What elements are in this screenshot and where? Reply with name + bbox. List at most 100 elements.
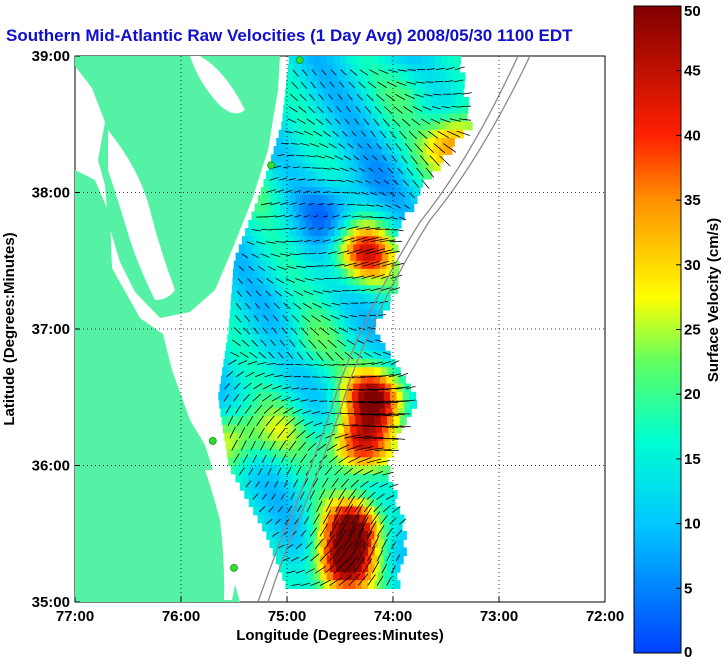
velocity-cell: [329, 416, 337, 426]
velocity-cell: [251, 228, 259, 237]
velocity-cell: [324, 219, 332, 229]
velocity-cell: [308, 228, 316, 237]
velocity-vector: [404, 143, 413, 152]
velocity-cell: [293, 522, 301, 532]
velocity-cell: [335, 375, 343, 385]
velocity-cell: [410, 195, 418, 204]
velocity-vector: [459, 118, 471, 121]
velocity-vector: [429, 155, 440, 167]
velocity-vector: [315, 351, 324, 361]
velocity-vector: [380, 515, 389, 525]
velocity-vector: [370, 287, 381, 292]
velocity-cell: [233, 408, 241, 417]
velocity-cell: [353, 342, 361, 352]
velocity-cell: [308, 137, 315, 147]
velocity-vector: [288, 178, 296, 181]
velocity-vector: [293, 302, 302, 310]
velocity-cell: [312, 309, 320, 319]
velocity-vector: [340, 478, 350, 488]
velocity-cell: [269, 293, 277, 303]
velocity-cell: [369, 72, 377, 82]
velocity-cell: [311, 219, 319, 229]
velocity-vector: [342, 215, 351, 218]
velocity-cell: [350, 203, 358, 213]
velocity-cell: [230, 301, 238, 311]
velocity-vector: [403, 204, 411, 210]
velocity-vector: [385, 143, 392, 151]
velocity-cell: [372, 228, 380, 237]
velocity-cell: [264, 514, 271, 524]
velocity-cell: [374, 129, 382, 139]
velocity-vector: [399, 130, 407, 140]
velocity-cell: [394, 219, 402, 229]
velocity-vector: [303, 516, 310, 525]
velocity-cell: [268, 522, 276, 532]
velocity-cell: [352, 113, 360, 123]
velocity-vector: [306, 351, 314, 361]
velocity-cell: [433, 121, 441, 131]
velocity-vector: [285, 278, 295, 284]
velocity-cell: [374, 563, 382, 573]
velocity-vector: [299, 227, 306, 230]
velocity-vector: [270, 339, 276, 347]
velocity-cell: [375, 252, 383, 262]
velocity-cell: [310, 260, 317, 270]
velocity-cell: [334, 408, 342, 417]
velocity-cell: [384, 400, 392, 409]
velocity-cell: [227, 375, 235, 385]
velocity-vector: [249, 351, 258, 359]
velocity-cell: [280, 424, 288, 434]
velocity-cell: [393, 170, 401, 180]
velocity-cell: [292, 424, 300, 434]
velocity-cell: [396, 391, 404, 401]
velocity-cell: [338, 162, 346, 172]
velocity-vector: [437, 130, 450, 139]
bathymetry-contours: [257, 56, 531, 602]
velocity-cell: [231, 400, 239, 409]
velocity-cell: [332, 121, 340, 131]
velocity-vector: [376, 525, 385, 537]
velocity-vector: [280, 493, 286, 500]
velocity-vector: [294, 290, 304, 296]
velocity-cell: [291, 416, 299, 426]
velocity-cell: [323, 547, 331, 557]
velocity-cell: [287, 309, 295, 319]
velocity-vector: [368, 167, 374, 172]
velocity-vector: [265, 241, 276, 244]
velocity-vector: [328, 487, 336, 500]
velocity-vector: [312, 477, 319, 488]
velocity-cell: [442, 105, 450, 114]
velocity-vector: [315, 155, 326, 159]
velocity-cell: [305, 318, 313, 327]
velocity-vector: [265, 518, 273, 525]
velocity-cell: [273, 326, 280, 336]
velocity-cell: [314, 285, 322, 295]
velocity-vector: [264, 481, 269, 488]
velocity-cell: [304, 547, 312, 557]
velocity-vector: [361, 236, 379, 242]
velocity-cell: [290, 260, 298, 270]
velocity-cell: [318, 424, 326, 434]
velocity-cell: [404, 154, 412, 164]
velocity-cell: [446, 121, 454, 131]
velocity-cell: [316, 506, 324, 516]
velocity-cell: [409, 178, 417, 188]
velocity-vector: [334, 263, 345, 267]
velocity-cell: [333, 539, 341, 548]
velocity-cell: [287, 359, 294, 368]
velocity-cell: [377, 137, 385, 147]
velocity-cell: [348, 457, 356, 467]
velocity-cell: [364, 539, 372, 548]
velocity-vector: [234, 315, 242, 323]
velocity-vector: [273, 165, 282, 169]
velocity-vector: [379, 130, 387, 139]
velocity-cell: [228, 457, 236, 467]
velocity-cell: [367, 260, 375, 270]
velocity-cell: [352, 285, 360, 295]
velocity-cell: [316, 97, 323, 106]
velocity-cell: [350, 309, 358, 319]
velocity-cell: [282, 440, 290, 450]
velocity-vector: [341, 130, 348, 137]
velocity-cell: [253, 326, 261, 336]
velocity-cell: [343, 236, 351, 245]
